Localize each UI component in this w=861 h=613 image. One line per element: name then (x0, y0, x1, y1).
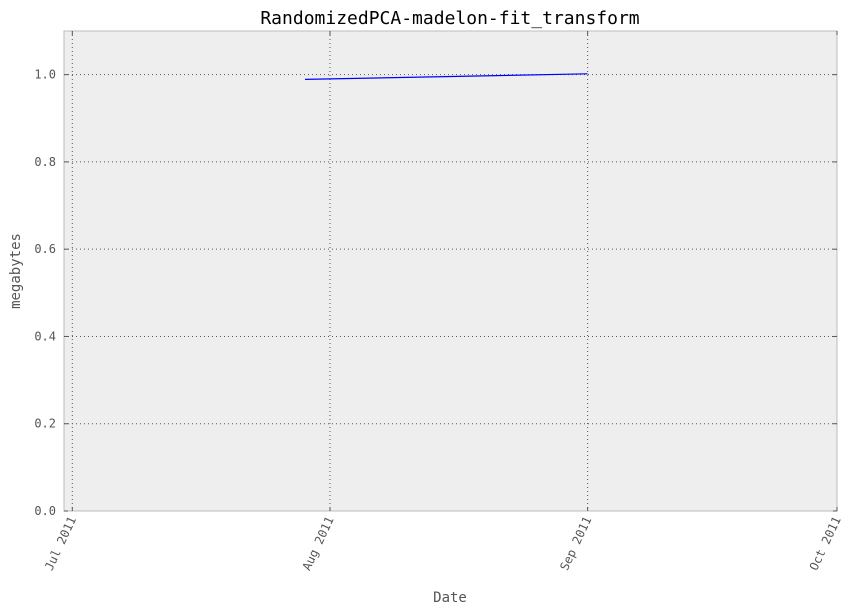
y-tick-label: 0.6 (34, 242, 56, 256)
grid (64, 31, 838, 512)
y-tick-label: 0.8 (34, 155, 56, 169)
plot-frame (63, 30, 838, 512)
series-line (304, 73, 588, 80)
y-axis: 0.0 0.2 0.4 0.6 0.8 1.0 (34, 68, 837, 518)
plot-background (64, 31, 837, 511)
chart-title: RandomizedPCA-madelon-fit_transform (260, 8, 639, 29)
y-tick-label: 1.0 (34, 68, 56, 82)
x-tick-label: Jul 2011 (42, 514, 79, 572)
series-layer (304, 73, 588, 80)
y-tick-label: 0.0 (34, 504, 56, 518)
x-tick-label: Aug 2011 (300, 514, 337, 572)
x-axis-label: Date (433, 590, 467, 606)
y-tick-label: 0.2 (34, 417, 56, 431)
x-tick-label: Oct 2011 (807, 514, 844, 572)
y-tick-label: 0.4 (34, 329, 56, 343)
x-tick-label: Sep 2011 (557, 514, 594, 572)
y-axis-label: megabytes (8, 233, 24, 309)
